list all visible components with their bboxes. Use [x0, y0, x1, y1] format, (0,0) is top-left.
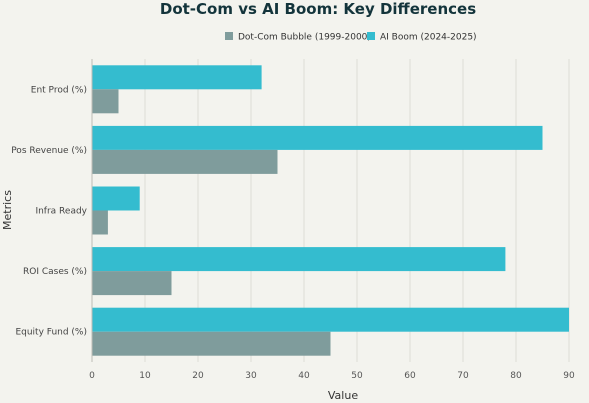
bar-ai	[92, 65, 262, 90]
legend-label-dotcom: Dot-Com Bubble (1999-2000)	[238, 33, 371, 43]
x-tick-label: 30	[245, 371, 257, 381]
x-tick-label: 10	[139, 371, 151, 381]
bar-ai	[92, 186, 140, 211]
x-tick-label: 60	[404, 371, 416, 381]
chart-title: Dot-Com vs AI Boom: Key Differences	[160, 0, 476, 18]
x-tick-label: 20	[192, 371, 204, 381]
bars	[92, 65, 569, 356]
y-category-label: ROI Cases (%)	[23, 267, 87, 277]
x-tick-label: 50	[351, 371, 363, 381]
bar-dotcom	[92, 271, 172, 296]
x-tick-label: 90	[563, 371, 575, 381]
y-category-label: Pos Revenue (%)	[11, 146, 87, 156]
bar-dotcom	[92, 149, 278, 174]
y-axis-title: Metrics	[1, 190, 14, 230]
legend: Dot-Com Bubble (1999-2000) AI Boom (2024…	[225, 32, 477, 43]
x-tick-label: 80	[510, 371, 522, 381]
y-axis-categories: Ent Prod (%) Pos Revenue (%) Infra Ready RO…	[11, 85, 87, 337]
x-tick-label: 40	[298, 371, 310, 381]
legend-label-ai: AI Boom (2024-2025)	[380, 33, 477, 43]
bar-dotcom	[92, 89, 119, 114]
bar-ai	[92, 125, 543, 150]
y-category-label: Ent Prod (%)	[31, 85, 87, 95]
bar-dotcom	[92, 210, 108, 235]
legend-swatch-ai	[367, 32, 375, 40]
y-category-label: Infra Ready	[35, 207, 87, 217]
gridlines	[144, 59, 570, 362]
x-axis-title: Value	[328, 389, 358, 402]
bar-ai	[92, 247, 506, 272]
x-tick-label: 70	[457, 371, 469, 381]
legend-swatch-dotcom	[225, 32, 233, 40]
x-tick-label: 0	[89, 371, 95, 381]
y-category-label: Equity Fund (%)	[15, 328, 87, 338]
x-axis-ticks: 0 10 20 30 40 50 60 70 80 90	[89, 371, 575, 381]
bar-dotcom	[92, 331, 331, 356]
bar-ai	[92, 307, 569, 332]
